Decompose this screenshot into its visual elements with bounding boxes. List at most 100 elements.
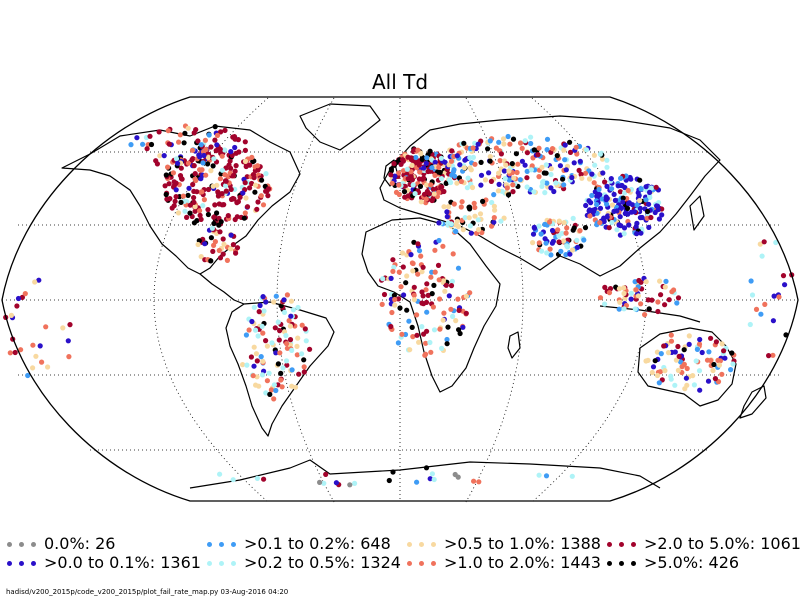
station-marker — [529, 163, 535, 169]
station-marker — [437, 326, 443, 332]
station-marker — [509, 161, 515, 167]
station-marker — [672, 349, 678, 355]
station-marker — [220, 251, 226, 257]
station-marker — [460, 324, 466, 330]
station-marker — [597, 295, 604, 301]
station-marker — [530, 240, 536, 246]
station-marker — [673, 357, 680, 363]
station-marker — [392, 296, 398, 303]
station-marker — [504, 185, 510, 191]
station-marker — [704, 357, 711, 363]
station-marker — [472, 161, 478, 167]
station-marker — [506, 177, 512, 183]
legend-marker — [4, 553, 44, 572]
station-marker — [671, 287, 677, 293]
station-marker — [243, 195, 249, 201]
station-marker — [581, 237, 587, 243]
station-marker — [536, 240, 542, 246]
north-america-coast — [61, 125, 301, 275]
station-marker — [184, 214, 190, 220]
station-marker — [415, 241, 421, 247]
station-marker — [564, 243, 570, 249]
station-marker — [281, 297, 287, 303]
station-marker — [587, 213, 593, 219]
station-marker — [761, 239, 767, 245]
station-marker — [496, 139, 502, 145]
station-marker — [289, 347, 295, 353]
station-marker — [617, 189, 624, 195]
station-marker — [515, 161, 521, 167]
station-marker — [29, 365, 36, 371]
station-marker — [261, 308, 267, 314]
station-marker — [753, 306, 760, 312]
station-marker — [208, 258, 214, 264]
station-marker — [460, 227, 466, 233]
station-marker — [278, 377, 284, 383]
station-marker — [449, 148, 455, 154]
station-marker — [570, 215, 576, 221]
station-marker — [201, 152, 207, 159]
station-marker — [271, 299, 277, 305]
station-marker — [625, 187, 631, 194]
station-marker — [444, 341, 450, 347]
station-marker — [157, 153, 163, 159]
station-marker — [599, 196, 605, 202]
station-marker — [555, 227, 561, 233]
station-marker — [260, 358, 266, 364]
station-marker — [535, 152, 541, 158]
station-marker — [19, 294, 25, 300]
station-marker — [244, 362, 250, 368]
station-marker — [208, 168, 214, 174]
station-marker — [649, 369, 655, 376]
graticule-meridian — [276, 97, 335, 503]
station-marker — [548, 252, 554, 258]
station-marker — [210, 163, 216, 169]
station-marker — [547, 219, 553, 225]
station-markers — [3, 123, 795, 488]
station-marker — [248, 354, 254, 360]
station-marker — [571, 160, 577, 166]
station-marker — [246, 327, 252, 333]
station-marker — [536, 145, 542, 151]
station-marker — [705, 378, 712, 384]
station-marker — [635, 293, 642, 299]
station-marker — [134, 135, 140, 141]
station-marker — [645, 297, 651, 303]
station-marker — [412, 191, 418, 197]
station-marker — [776, 294, 782, 300]
station-marker — [601, 218, 607, 225]
station-marker — [205, 211, 211, 218]
station-marker — [487, 158, 493, 164]
station-marker — [223, 183, 229, 189]
station-marker — [632, 306, 638, 312]
station-marker — [427, 339, 433, 346]
legend-label: >5.0%: 426 — [644, 553, 740, 572]
station-marker — [197, 208, 203, 214]
station-marker — [230, 172, 237, 179]
legend-label: >0.1 to 0.2%: 648 — [244, 534, 391, 553]
station-marker — [654, 203, 660, 209]
station-marker — [401, 189, 408, 195]
station-marker — [171, 182, 178, 188]
station-marker — [223, 178, 229, 184]
station-marker — [389, 180, 395, 186]
station-marker — [406, 318, 412, 324]
station-marker — [586, 198, 592, 204]
station-marker — [589, 171, 595, 177]
station-marker — [470, 145, 476, 151]
legend-label: >0.2 to 0.5%: 1324 — [244, 553, 401, 572]
station-marker — [569, 473, 575, 479]
station-marker — [439, 345, 445, 351]
station-marker — [638, 186, 644, 192]
station-marker — [621, 285, 627, 291]
station-marker — [205, 186, 212, 193]
station-marker — [301, 357, 307, 363]
station-marker — [242, 147, 248, 153]
station-marker — [431, 282, 437, 288]
station-marker — [507, 141, 513, 147]
station-marker — [513, 151, 520, 157]
station-marker — [219, 153, 225, 159]
station-marker — [172, 198, 178, 204]
station-marker — [681, 347, 687, 353]
station-marker — [219, 167, 225, 173]
